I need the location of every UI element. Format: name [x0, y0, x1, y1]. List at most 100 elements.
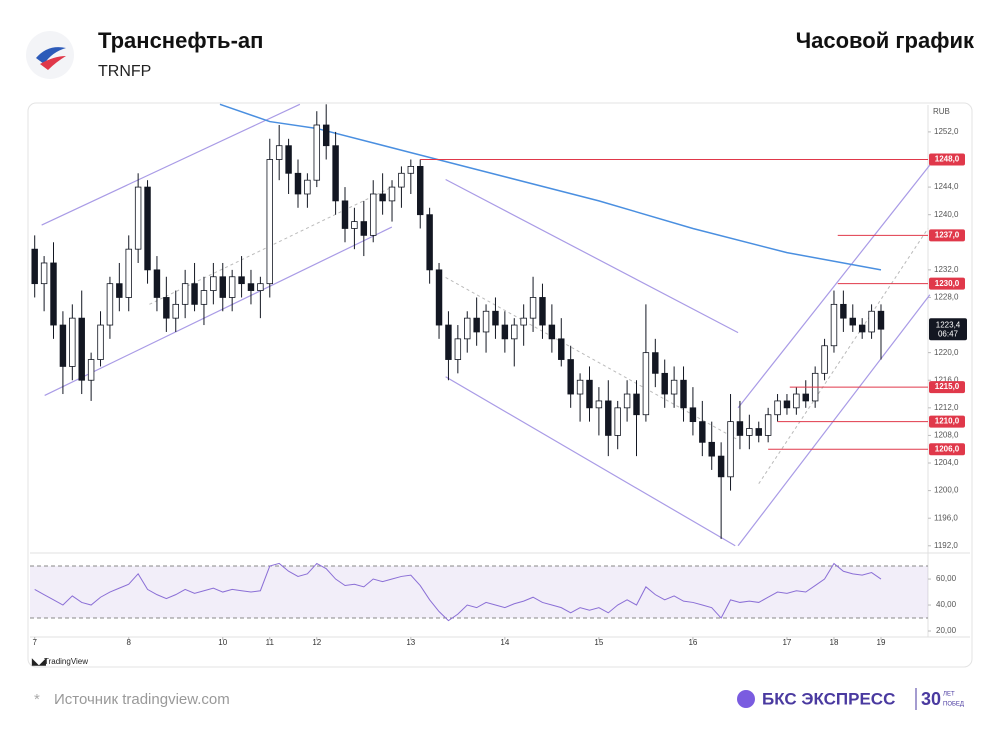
candle-body — [116, 283, 123, 298]
candle-body — [50, 262, 57, 326]
logo-mark — [36, 47, 66, 64]
candle-body — [830, 303, 838, 347]
anniversary: 30 — [921, 689, 941, 709]
candle-body — [558, 338, 565, 360]
candle-body — [492, 310, 499, 326]
anniversary-victories: ПОБЕД — [943, 702, 964, 708]
candle-body — [717, 455, 725, 478]
x-tick-label: 13 — [406, 638, 415, 647]
candle-body — [134, 186, 142, 250]
candle-body — [680, 379, 687, 409]
timeframe: Часовой график — [796, 28, 975, 53]
level-label: 1210,0 — [935, 417, 960, 426]
trendline — [445, 376, 736, 547]
candle-body — [464, 317, 471, 340]
candle-body — [31, 248, 38, 285]
candle-body — [313, 124, 321, 181]
candle-body — [576, 379, 584, 395]
candle-body — [511, 324, 518, 340]
y-tick-label: 1228,0 — [934, 293, 959, 302]
moving-average — [219, 103, 882, 271]
candle-body — [802, 393, 809, 402]
logo-mark — [40, 56, 66, 70]
candle-body — [163, 297, 170, 319]
candle-body — [294, 172, 302, 195]
candle-body — [398, 172, 405, 188]
last-price-tag — [929, 318, 967, 341]
level-label: 1206,0 — [935, 444, 960, 453]
candle-body — [407, 165, 415, 174]
currency: RUB — [933, 107, 950, 116]
y-tick-label: 1220,0 — [934, 348, 959, 357]
candle-body — [40, 262, 48, 285]
footnote-star: * — [34, 691, 40, 708]
trendline — [44, 226, 393, 396]
level-label: 1237,0 — [935, 230, 960, 239]
candle-body — [200, 290, 208, 305]
candle-body — [482, 310, 490, 333]
candle-body — [379, 193, 386, 202]
y-tick-label: 1216,0 — [934, 375, 959, 384]
candle-body — [285, 145, 292, 174]
trendline — [737, 164, 931, 409]
candle-body — [868, 310, 875, 333]
candle-body — [793, 393, 800, 409]
candle-body — [426, 214, 433, 271]
candle-body — [266, 159, 274, 285]
candle-body — [473, 317, 480, 333]
y-tick-label: 1204,0 — [934, 458, 959, 467]
candle-body — [257, 283, 264, 291]
level-tag — [929, 443, 965, 456]
x-tick-label: 15 — [594, 638, 603, 647]
candle-body — [388, 186, 396, 202]
level-tag — [929, 381, 965, 394]
y-tick-label: 1244,0 — [934, 182, 959, 191]
candle-body — [106, 283, 114, 326]
candle-body — [332, 145, 339, 202]
level-tag — [929, 229, 965, 242]
candle-body — [191, 283, 198, 305]
candle-body — [501, 324, 509, 340]
candle-body — [727, 421, 734, 478]
brand: БКС ЭКСПРЕСС — [762, 689, 895, 708]
chart-card — [27, 102, 973, 668]
candle-body — [614, 407, 621, 436]
candle-body — [87, 359, 95, 381]
candle-body — [567, 359, 574, 395]
y-tick-label: 1200,0 — [934, 486, 959, 495]
candle-body — [736, 421, 744, 436]
candle-body — [858, 324, 866, 333]
y-tick-label: 1212,0 — [934, 403, 959, 412]
candle-body — [69, 317, 76, 367]
y-tick-label: 1252,0 — [934, 127, 959, 136]
candle-body — [652, 352, 659, 374]
level-label: 1215,0 — [935, 382, 960, 391]
candle-body — [369, 193, 377, 236]
x-tick-label: 8 — [127, 638, 132, 647]
candle-body — [661, 372, 668, 395]
candle-body — [219, 276, 226, 298]
y-tick-label: 1232,0 — [934, 265, 959, 274]
candle-body — [435, 269, 443, 326]
candle-body — [605, 400, 612, 436]
candle-body — [247, 283, 255, 291]
x-tick-label: 17 — [782, 638, 791, 647]
brand-icon — [737, 690, 755, 708]
candle-body — [821, 345, 828, 374]
y-tick-label: 60,00 — [936, 574, 957, 583]
trendline — [445, 178, 739, 334]
anniversary-years: ЛЕТ — [943, 692, 955, 698]
candle-body — [59, 324, 67, 367]
level-label: 1248,0 — [935, 155, 960, 164]
tradingview-logo: TradingView — [44, 657, 88, 666]
candle-body — [181, 283, 189, 305]
candle-body — [633, 393, 640, 416]
candle-body — [417, 165, 424, 216]
x-tick-label: 19 — [877, 638, 886, 647]
candle-body — [689, 407, 697, 423]
candle-body — [623, 393, 631, 409]
candle-body — [445, 324, 452, 360]
candle-body — [304, 179, 311, 195]
candle-body — [360, 221, 368, 236]
